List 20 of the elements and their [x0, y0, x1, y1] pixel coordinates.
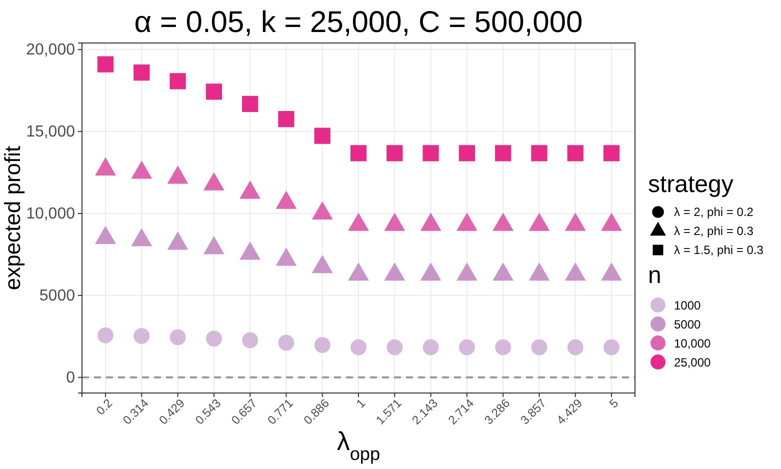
y-tick-label: 0: [66, 370, 76, 387]
text: λ = 1.5, phi = 0.3: [674, 243, 764, 257]
y-tick-label: 15,000: [26, 124, 76, 141]
legend-label: 25,000: [674, 356, 712, 370]
y-tick-label: 10,000: [26, 206, 76, 223]
y-tick-label: 20,000: [26, 42, 76, 59]
x-tick-label: 0.2: [93, 396, 116, 418]
text: strategy: [648, 171, 734, 198]
x-tick-label: 5: [606, 396, 622, 411]
x-axis-title: λ$_{opp}$: [336, 426, 380, 464]
x-tick-label: 1: [353, 396, 368, 411]
legend-label: 1000: [674, 298, 702, 312]
y-tick-label: 5000: [39, 288, 76, 305]
chart-title: α = 0.05, k = 25,000, C = 500,000: [134, 6, 583, 39]
text: λ = 2, phi = 0.3: [674, 224, 754, 238]
legend-label: 5000: [674, 318, 702, 332]
text: λ = 2, phi = 0.2: [674, 205, 754, 219]
legend-label: 10,000: [674, 336, 712, 350]
y-axis-title: expected profit: [0, 146, 25, 290]
legend-title: n: [648, 262, 662, 289]
